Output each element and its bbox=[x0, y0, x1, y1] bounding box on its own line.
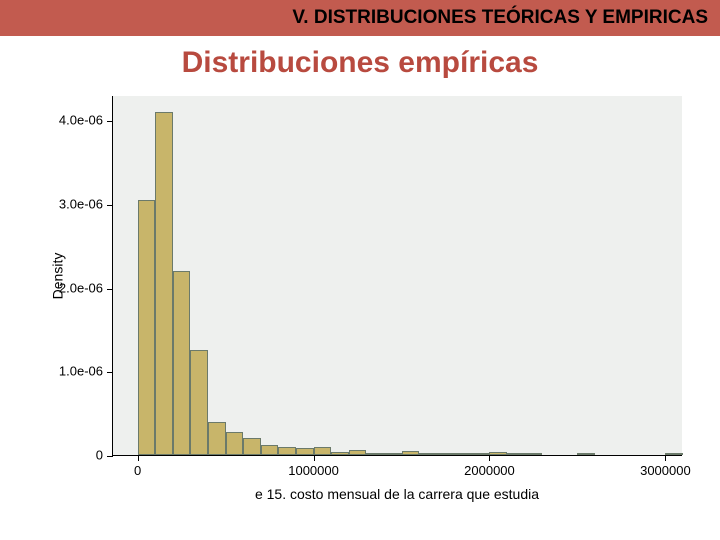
x-tick-label: 3000000 bbox=[640, 463, 691, 478]
y-axis-label: Density bbox=[49, 253, 65, 300]
histogram-bar bbox=[261, 445, 279, 455]
x-tick bbox=[314, 455, 315, 461]
histogram-bar bbox=[402, 451, 420, 455]
y-tick-label: 4.0e-06 bbox=[59, 113, 103, 128]
y-tick-label: 3.0e-06 bbox=[59, 196, 103, 211]
histogram-bar bbox=[349, 450, 367, 455]
y-tick bbox=[107, 372, 113, 373]
histogram-bar bbox=[314, 447, 332, 455]
histogram-bar bbox=[173, 271, 191, 455]
page-title: Distribuciones empíricas bbox=[182, 46, 539, 79]
x-tick-label: 2000000 bbox=[464, 463, 515, 478]
histogram-bar bbox=[208, 422, 226, 455]
y-tick-label: 0 bbox=[96, 448, 103, 463]
histogram-bar bbox=[331, 452, 349, 455]
histogram-bar bbox=[278, 447, 296, 455]
y-tick bbox=[107, 456, 113, 457]
histogram-bar bbox=[366, 453, 384, 456]
histogram-bar bbox=[384, 453, 402, 456]
histogram-bar bbox=[226, 432, 244, 455]
y-tick bbox=[107, 205, 113, 206]
title-row: Distribuciones empíricas bbox=[0, 36, 720, 88]
section-header-text: V. DISTRIBUCIONES TEÓRICAS Y EMPIRICAS bbox=[292, 7, 708, 29]
x-tick-label: 0 bbox=[134, 463, 141, 478]
x-tick-label: 1000000 bbox=[288, 463, 339, 478]
histogram-chart: 0 1.0e-06 2.0e-06 3.0e-06 4.0e-06 0 1000000 200… bbox=[20, 88, 700, 518]
histogram-bar bbox=[419, 453, 437, 455]
y-tick bbox=[107, 121, 113, 122]
histogram-bar bbox=[507, 453, 525, 455]
plot-area: 01.0e-062.0e-063.0e-064.0e-0601000000200… bbox=[112, 96, 682, 456]
histogram-bar bbox=[155, 112, 173, 455]
y-tick-label: 1.0e-06 bbox=[59, 364, 103, 379]
histogram-bar bbox=[138, 200, 156, 455]
histogram-bar bbox=[243, 438, 261, 455]
histogram-bar bbox=[665, 453, 683, 455]
section-header-bar: V. DISTRIBUCIONES TEÓRICAS Y EMPIRICAS bbox=[0, 0, 720, 36]
x-tick bbox=[138, 455, 139, 461]
histogram-bar bbox=[296, 448, 314, 455]
histogram-bar bbox=[437, 453, 455, 455]
x-tick bbox=[489, 455, 490, 461]
x-axis-label: e 15. costo mensual de la carrera que es… bbox=[255, 486, 539, 502]
x-tick bbox=[665, 455, 666, 461]
histogram-bar bbox=[472, 453, 490, 455]
histogram-bar bbox=[489, 452, 507, 455]
histogram-bar bbox=[190, 350, 208, 455]
y-tick-label: 2.0e-06 bbox=[59, 280, 103, 295]
histogram-bar bbox=[525, 453, 543, 455]
histogram-bar bbox=[577, 453, 595, 455]
y-tick bbox=[107, 289, 113, 290]
histogram-bar bbox=[454, 453, 472, 455]
